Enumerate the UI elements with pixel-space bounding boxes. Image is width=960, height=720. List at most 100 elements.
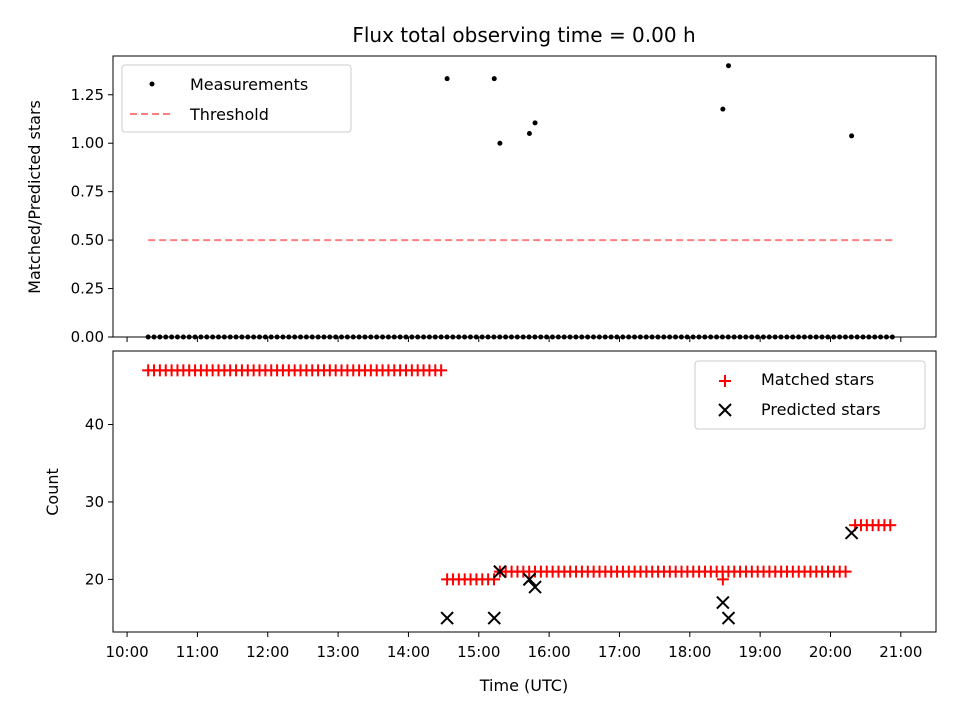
y-tick-label: 0.50 <box>71 231 104 249</box>
measurement-point <box>215 334 221 340</box>
measurement-point <box>778 334 784 340</box>
measurement-point <box>784 334 790 340</box>
measurement-point <box>444 76 450 82</box>
measurement-point <box>303 334 309 340</box>
measurement-point <box>497 334 503 340</box>
measurement-point <box>544 334 550 340</box>
panel-ratio: 0.00 0.25 0.50 0.75 1.00 1.25 Matched/Predict… <box>25 55 937 346</box>
x-tick-label: 17:00 <box>598 643 641 661</box>
measurement-point <box>309 334 315 340</box>
x-tick-label: 16:00 <box>528 643 571 661</box>
legend-label-matched: Matched stars <box>761 370 874 389</box>
measurement-point <box>538 334 544 340</box>
measurement-point <box>796 334 802 340</box>
measurement-point <box>860 334 866 340</box>
measurement-point <box>684 334 690 340</box>
measurement-point <box>467 334 473 340</box>
legend-label-predicted: Predicted stars <box>761 400 881 419</box>
measurement-point <box>239 334 245 340</box>
measurement-point <box>573 334 579 340</box>
measurement-point <box>866 334 872 340</box>
panel-counts-frame <box>112 350 937 633</box>
predicted-star-point <box>487 611 501 625</box>
measurement-point <box>526 131 532 137</box>
measurement-point <box>479 334 485 340</box>
y-tick-label: 30 <box>85 493 104 511</box>
measurement-point <box>262 334 268 340</box>
measurement-point <box>280 334 286 340</box>
measurement-point <box>532 120 538 126</box>
measurement-point <box>690 334 696 340</box>
panel-ratio-legend: Measurements Threshold <box>121 64 352 133</box>
measurement-point <box>362 334 368 340</box>
measurement-point <box>579 334 585 340</box>
measurement-point <box>473 334 479 340</box>
legend-box-ratio <box>121 64 352 133</box>
predicted-star-point <box>716 595 730 610</box>
measurement-point <box>719 334 725 340</box>
measurement-point <box>245 334 251 340</box>
measurement-point <box>409 334 415 340</box>
y-tick-label: 1.00 <box>71 134 104 152</box>
panel-counts-y-ticks: 20 30 40 <box>85 416 113 588</box>
measurement-point <box>368 334 374 340</box>
measurement-point <box>673 334 679 340</box>
predicted-star-point <box>528 580 542 594</box>
measurement-point <box>725 63 731 69</box>
measurement-point <box>708 334 714 340</box>
measurement-point <box>555 334 561 340</box>
measurement-point <box>485 334 491 340</box>
measurement-point <box>755 334 761 340</box>
measurement-point <box>655 334 661 340</box>
measurement-point <box>145 334 151 340</box>
measurement-point <box>632 334 638 340</box>
measurement-point <box>549 334 555 340</box>
measurement-point <box>374 334 380 340</box>
measurement-point <box>825 334 831 340</box>
measurement-point <box>626 334 632 340</box>
matched-star-point <box>487 573 500 586</box>
measurement-point <box>766 334 772 340</box>
measurement-point <box>643 334 649 340</box>
measurement-point <box>883 334 889 340</box>
measurement-point <box>561 334 567 340</box>
x-tick-label: 20:00 <box>809 643 852 661</box>
y-tick-label: 1.25 <box>71 86 104 104</box>
measurement-point <box>602 334 608 340</box>
panel-ratio-x-ticks <box>126 337 902 342</box>
measurement-point <box>813 334 819 340</box>
predicted-star-point <box>721 611 736 625</box>
measurement-point <box>221 334 227 340</box>
panel-counts-legend: Matched stars Predicted stars <box>694 360 926 430</box>
measurement-point <box>180 334 186 340</box>
measurement-point <box>749 334 755 340</box>
x-axis-label: Time (UTC) <box>479 676 568 695</box>
measurement-point <box>725 334 731 340</box>
panel-counts: 20 30 40 10:00 11:00 12:00 13:00 14:00 15:00 16:… <box>43 350 937 695</box>
x-tick-label: 12:00 <box>246 643 289 661</box>
measurement-point <box>585 334 591 340</box>
y-tick-label: 40 <box>85 416 104 434</box>
measurement-point <box>637 334 643 340</box>
legend-marker-matched <box>719 375 731 387</box>
legend-label-threshold: Threshold <box>189 105 269 124</box>
panel-counts-x-ticks: 10:00 11:00 12:00 13:00 14:00 15:00 16:00 17:00… <box>105 632 922 661</box>
measurement-point <box>157 334 163 340</box>
y-tick-label: 0.25 <box>71 280 104 298</box>
measurement-point <box>889 334 895 340</box>
measurement-point <box>878 334 884 340</box>
matched-star-point <box>839 565 852 578</box>
measurement-point <box>614 334 620 340</box>
panel-ratio-marks <box>145 63 895 340</box>
measurement-point <box>397 334 403 340</box>
predicted-star-point <box>493 564 507 579</box>
measurement-point <box>204 334 210 340</box>
measurement-point <box>819 334 825 340</box>
legend-box-counts <box>694 360 926 430</box>
x-tick-label: 10:00 <box>105 643 148 661</box>
matched-star-point <box>716 573 729 586</box>
measurement-point <box>257 334 263 340</box>
measurement-point <box>702 334 708 340</box>
measurement-point <box>163 334 169 340</box>
measurement-point <box>198 334 204 340</box>
